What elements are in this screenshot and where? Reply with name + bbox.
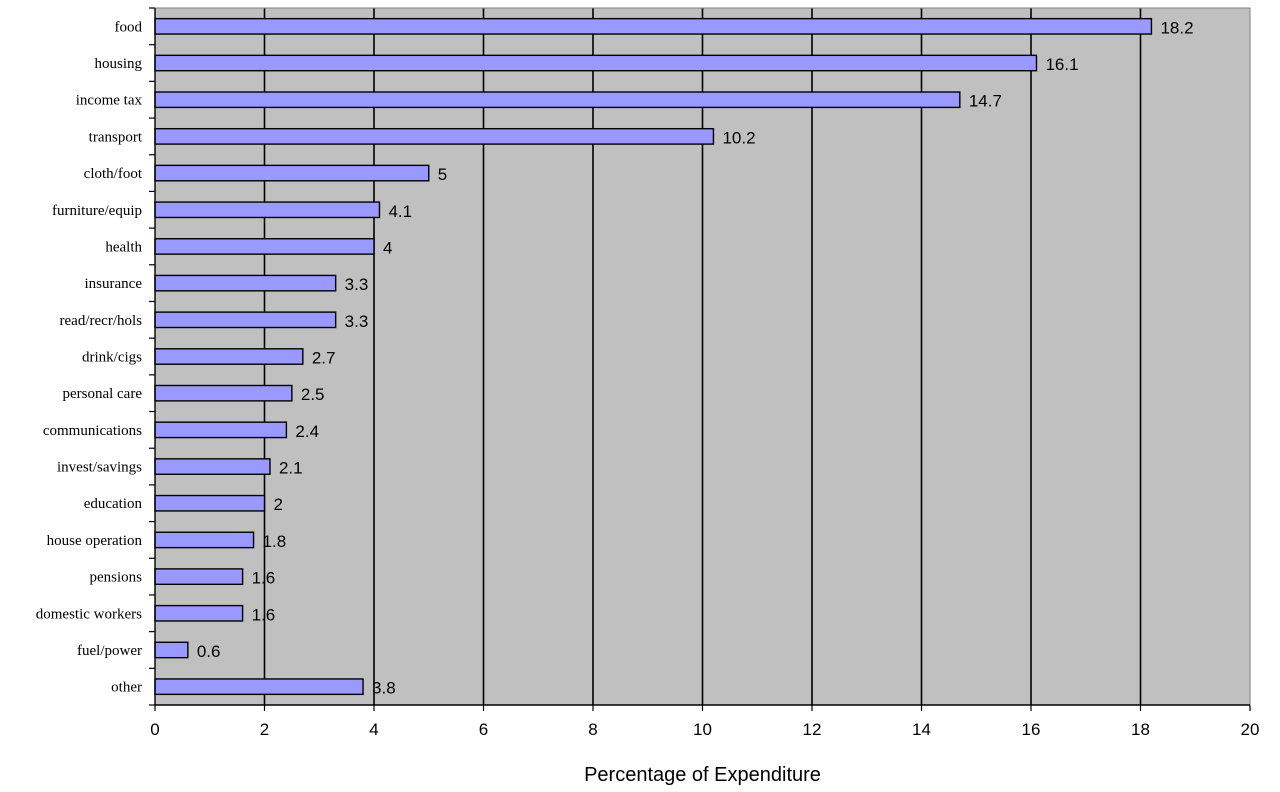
category-label: other [111, 680, 142, 696]
data-label: 1.6 [252, 605, 276, 624]
category-label: housing [94, 56, 142, 72]
data-label: 2.1 [279, 459, 303, 478]
data-label: 4 [383, 238, 392, 257]
category-label: furniture/equip [52, 203, 142, 219]
x-tick-label: 0 [150, 720, 159, 739]
category-label: insurance [85, 276, 143, 292]
category-label: cloth/foot [84, 166, 143, 182]
bar [154, 127, 715, 145]
bar [154, 348, 304, 365]
bar [154, 641, 189, 659]
category-label: transport [89, 129, 143, 145]
x-tick-label: 8 [588, 720, 597, 739]
bar [154, 678, 364, 696]
category-label: income tax [76, 93, 143, 109]
category-label: invest/savings [57, 460, 142, 476]
bar [154, 311, 337, 329]
bar [154, 17, 1153, 35]
x-tick-label: 6 [479, 720, 488, 739]
x-tick-label: 12 [803, 720, 822, 739]
data-label: 2.5 [301, 385, 325, 404]
category-label: fuel/power [77, 643, 142, 659]
category-label: education [84, 496, 143, 512]
category-label: communications [43, 423, 142, 439]
x-axis-title: Percentage of Expenditure [584, 764, 821, 786]
category-label: personal care [62, 386, 142, 402]
category-label: food [115, 19, 143, 35]
data-label: 10.2 [722, 128, 755, 147]
data-label: 14.7 [969, 92, 1002, 111]
data-label: 3.8 [372, 679, 396, 698]
x-tick-label: 20 [1241, 720, 1260, 739]
category-label: read/recr/hols [60, 313, 143, 329]
x-tick-label: 18 [1131, 720, 1150, 739]
x-tick-label: 16 [1022, 720, 1041, 739]
bar [154, 421, 288, 439]
bar [154, 531, 255, 549]
data-label: 1.6 [252, 569, 276, 588]
axes [149, 7, 1251, 711]
bar [154, 164, 430, 182]
x-tick-label: 2 [260, 720, 269, 739]
bar [154, 568, 244, 586]
x-tick-label: 14 [912, 720, 931, 739]
labels: 0 2 4 6 8 10 12 14 16 18 20 food 18.2 housing 16.1 inco… [36, 18, 1260, 739]
category-label: drink/cigs [82, 350, 142, 366]
data-label: 2.4 [295, 422, 319, 441]
x-tick-label: 4 [369, 720, 378, 739]
category-label: domestic workers [36, 606, 142, 622]
category-label: health [105, 239, 142, 255]
data-label: 5 [438, 165, 447, 184]
bar [154, 458, 271, 475]
data-label: 3.3 [345, 275, 369, 294]
bar [154, 54, 1038, 72]
bar [154, 494, 266, 512]
data-label: 1.8 [263, 532, 287, 551]
bar [154, 238, 375, 255]
x-tick-label: 10 [693, 720, 712, 739]
data-label: 0.6 [197, 642, 221, 661]
category-label: pensions [90, 570, 143, 586]
bar [154, 91, 961, 109]
bar [154, 201, 381, 219]
bar [154, 604, 244, 622]
bar [154, 274, 337, 292]
bar [154, 384, 293, 402]
data-label: 2 [274, 495, 283, 514]
data-label: 16.1 [1045, 55, 1078, 74]
data-label: 4.1 [388, 202, 412, 221]
gridlines [263, 8, 1142, 705]
category-label: house operation [47, 533, 143, 549]
data-label: 2.7 [312, 349, 336, 368]
data-label: 3.3 [345, 312, 369, 331]
data-label: 18.2 [1160, 18, 1193, 37]
